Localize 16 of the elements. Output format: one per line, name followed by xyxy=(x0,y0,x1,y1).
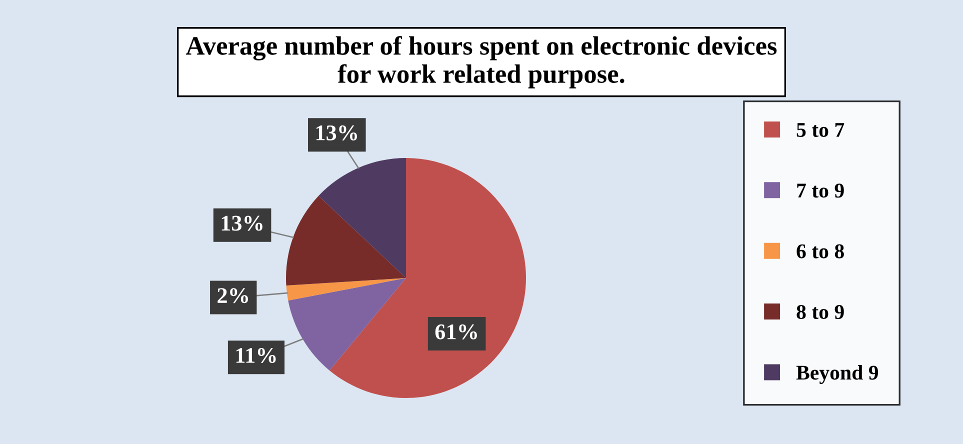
pie-slice xyxy=(330,158,526,398)
pie-slice xyxy=(286,196,406,286)
data-label: 61% xyxy=(435,324,477,340)
data-label: 13% xyxy=(222,216,262,231)
pie-slice xyxy=(286,278,406,300)
chart-title: Average number of hours spent on electronic devices for work related purpose. xyxy=(186,36,777,88)
legend-label: Beyond 9 xyxy=(796,365,878,384)
data-label: 11% xyxy=(236,348,276,364)
data-label: 13% xyxy=(316,125,358,140)
pie-slice xyxy=(318,158,406,278)
legend-label: 6 to 8 xyxy=(796,244,844,258)
data-label: 2% xyxy=(218,288,248,304)
pie-slice xyxy=(288,278,406,370)
legend-label: 7 to 9 xyxy=(797,184,844,198)
legend-label: 5 to 7 xyxy=(796,123,844,137)
legend-label: 8 to 9 xyxy=(796,304,844,320)
